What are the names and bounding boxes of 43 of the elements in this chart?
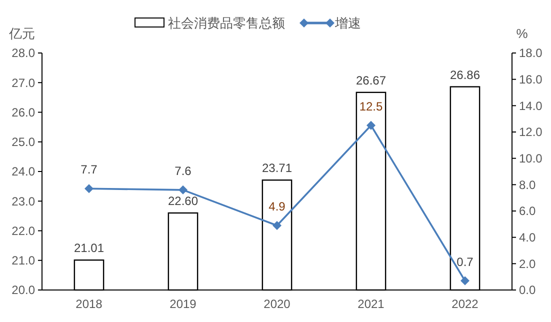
data-label: 4.9 (268, 199, 286, 214)
x-tick-label: 2020 (264, 297, 291, 311)
y-tick-label: 20.0 (12, 283, 36, 298)
y-tick-label: 23.0 (12, 194, 36, 208)
y2-tick-label: 8.0 (519, 178, 536, 192)
data-label: 22.60 (168, 194, 198, 208)
y2-tick-label: 18.0 (519, 46, 543, 60)
data-label: 26.67 (356, 73, 386, 88)
data-label: 12.5 (359, 99, 383, 114)
data-label: 23.71 (262, 161, 292, 176)
x-tick-label: 2021 (358, 297, 385, 311)
x-tick-label: 2019 (170, 297, 197, 311)
y-tick-label: 26.0 (12, 105, 36, 120)
y-tick-label: 24.0 (12, 164, 36, 179)
point (460, 276, 470, 286)
legend-label: 增速 (334, 16, 361, 31)
x-tick-label: 2018 (76, 297, 103, 311)
y2-tick-label: 14.0 (519, 98, 543, 113)
y-tick-label: 25.0 (12, 135, 36, 150)
y2-tick-label: 2.0 (519, 256, 536, 271)
data-label: 21.01 (74, 241, 104, 256)
y2-tick-label: 0.0 (519, 283, 536, 298)
y-tick-label: 22.0 (12, 224, 36, 238)
y2-tick-label: 6.0 (519, 204, 536, 218)
data-label: 0.7 (456, 254, 474, 269)
data-label: 7.7 (80, 162, 98, 177)
y-tick-label: 27.0 (12, 76, 36, 90)
y-axis-title: 亿元 (8, 26, 35, 41)
y2-tick-label: 16.0 (519, 72, 543, 87)
point (366, 120, 376, 130)
legend-label: 社会消费品零售总额 (168, 16, 285, 31)
y-tick-label: 28.0 (12, 46, 36, 60)
y2-tick-label: 4.0 (519, 230, 536, 245)
point (272, 220, 282, 230)
point (178, 185, 188, 194)
data-label: 7.6 (174, 164, 192, 178)
point (84, 184, 94, 194)
y2-axis-title: % (516, 26, 528, 41)
data-label: 26.86 (450, 68, 480, 82)
y2-tick-label: 10.0 (519, 152, 543, 166)
y-tick-label: 21.0 (12, 254, 36, 268)
y2-tick-label: 12.0 (519, 125, 543, 140)
x-tick-label: 2022 (452, 297, 479, 311)
